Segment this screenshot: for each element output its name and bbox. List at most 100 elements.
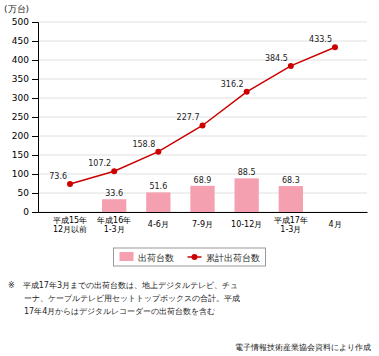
x-tick-label: 4月 [328, 220, 341, 229]
point [111, 168, 117, 174]
x-tick-label: 10-12月 [231, 220, 262, 229]
x-tick: 年成16年1-3月 [97, 212, 131, 234]
chart: 0 50 100 150 200 250 300 350 400 450 500 平成15年12月以前… [0, 0, 379, 356]
line-points [67, 44, 338, 187]
note: 17年4月からはデジタルレコーダーの出荷台数を含む [8, 307, 215, 316]
plot: 0 50 100 150 200 250 300 350 400 450 500 平成15年12月以前… [12, 17, 368, 234]
y-axis-title: (万台) [4, 4, 29, 14]
legend-frame [114, 248, 266, 266]
x-tick-label-line: 12月以前 [53, 225, 87, 234]
y-tick-mark [32, 193, 38, 194]
y-axis-line [32, 23, 39, 213]
line-label: 316.2 [221, 80, 244, 89]
x-tick-label: 平成17年1-3月 [274, 216, 308, 234]
y-tick-label: 200 [12, 131, 29, 141]
y-tick-label: 400 [12, 55, 29, 65]
y-tick: 300 [12, 93, 38, 103]
grid [38, 22, 367, 212]
x-tick-label: 年成16年1-3月 [97, 216, 131, 234]
note: ーナ、ケーブルテレビ用セットトップボックスの合計。平成 [8, 294, 240, 303]
bar-label: 51.6 [149, 182, 167, 191]
legend-label: 累計出荷台数 [206, 253, 260, 263]
y-tick-mark [32, 41, 38, 42]
note: ※ 平成17年3月までの出荷台数は、地上デジタルテレビ、チュ [8, 281, 238, 290]
y-tick-mark [32, 155, 38, 156]
y-tick: 100 [12, 169, 38, 179]
y-tick-label: 300 [12, 93, 29, 103]
y-tick-mark [32, 98, 38, 99]
line-label: 227.7 [177, 113, 200, 122]
legend-item: 出荷台数 [120, 252, 174, 263]
bar-label: 88.5 [238, 168, 256, 177]
y-tick-mark [32, 79, 38, 80]
data-labels: 33.651.668.988.568.373.6107.2158.8227.73… [49, 35, 332, 198]
y-tick-label: 250 [12, 112, 29, 122]
line-label: 433.5 [309, 35, 332, 44]
y-tick: 150 [12, 150, 38, 160]
y-tick: 400 [12, 55, 38, 65]
x-axis: 平成15年12月以前年成16年1-3月4-6月7-9月10-12月平成17年1-… [39, 212, 368, 234]
x-tick-label-line: 10-12月 [231, 220, 262, 229]
bar [102, 199, 126, 212]
x-tick-label: 4-6月 [148, 220, 169, 229]
bar-label: 33.6 [105, 189, 123, 198]
bar-label: 68.3 [282, 176, 300, 185]
y-tick: 500 [12, 17, 38, 27]
line-label: 73.6 [49, 172, 67, 181]
x-axis-line [39, 212, 368, 213]
legend-marker [192, 254, 198, 260]
point [332, 44, 338, 50]
line [70, 47, 335, 184]
y-tick-label: 50 [18, 188, 30, 198]
point [67, 181, 73, 187]
legend-swatch [120, 252, 134, 261]
line-label: 384.5 [265, 54, 288, 63]
y-tick-mark [32, 117, 38, 118]
y-axis: 0 50 100 150 200 250 300 350 400 450 500 [12, 17, 39, 217]
x-tick: 10-12月 [231, 212, 262, 229]
point [200, 122, 206, 128]
source: 電子情報技術産業協会資料により作成 [235, 343, 371, 352]
bar-label: 68.9 [194, 176, 212, 185]
y-tick-label: 500 [12, 17, 29, 27]
y-tick: 200 [12, 131, 38, 141]
y-tick-mark [32, 60, 38, 61]
point [288, 63, 294, 69]
line-label: 107.2 [88, 159, 111, 168]
x-tick: 7-9月 [192, 212, 213, 229]
x-tick: 平成17年1-3月 [274, 212, 308, 234]
x-tick-label-line: 年成16年 [97, 216, 131, 225]
x-tick-label: 7-9月 [192, 220, 213, 229]
y-tick-mark [32, 212, 38, 213]
x-tick-label: 平成15年12月以前 [53, 216, 87, 234]
bar [190, 186, 214, 212]
y-tick-mark [32, 22, 38, 23]
x-tick: 4-6月 [148, 212, 169, 229]
grid-line [38, 174, 367, 175]
y-tick-mark [32, 136, 38, 137]
x-tick-label-line: 1-3月 [104, 225, 125, 234]
bar [279, 186, 303, 212]
grid-line [38, 98, 367, 99]
y-tick-label: 350 [12, 74, 29, 84]
legend-label: 出荷台数 [138, 253, 174, 263]
grid-line [38, 155, 367, 156]
y-tick: 450 [12, 36, 38, 46]
grid-line [38, 136, 367, 137]
point [155, 149, 161, 155]
y-tick-label: 0 [23, 207, 29, 217]
x-tick-label-line: 7-9月 [192, 220, 213, 229]
marks [67, 44, 338, 212]
y-tick: 250 [12, 112, 38, 122]
x-tick-label-line: 4月 [328, 220, 341, 229]
x-tick-label-line: 4-6月 [148, 220, 169, 229]
x-tick: 平成15年12月以前 [53, 212, 87, 234]
grid-line [38, 22, 367, 23]
y-tick: 350 [12, 74, 38, 84]
x-tick-label-line: 1-3月 [280, 225, 301, 234]
bar [235, 178, 259, 212]
x-tick: 4月 [328, 212, 341, 229]
grid-line [38, 60, 367, 61]
y-tick-label: 150 [12, 150, 29, 160]
x-tick-label-line: 平成15年 [53, 216, 87, 225]
